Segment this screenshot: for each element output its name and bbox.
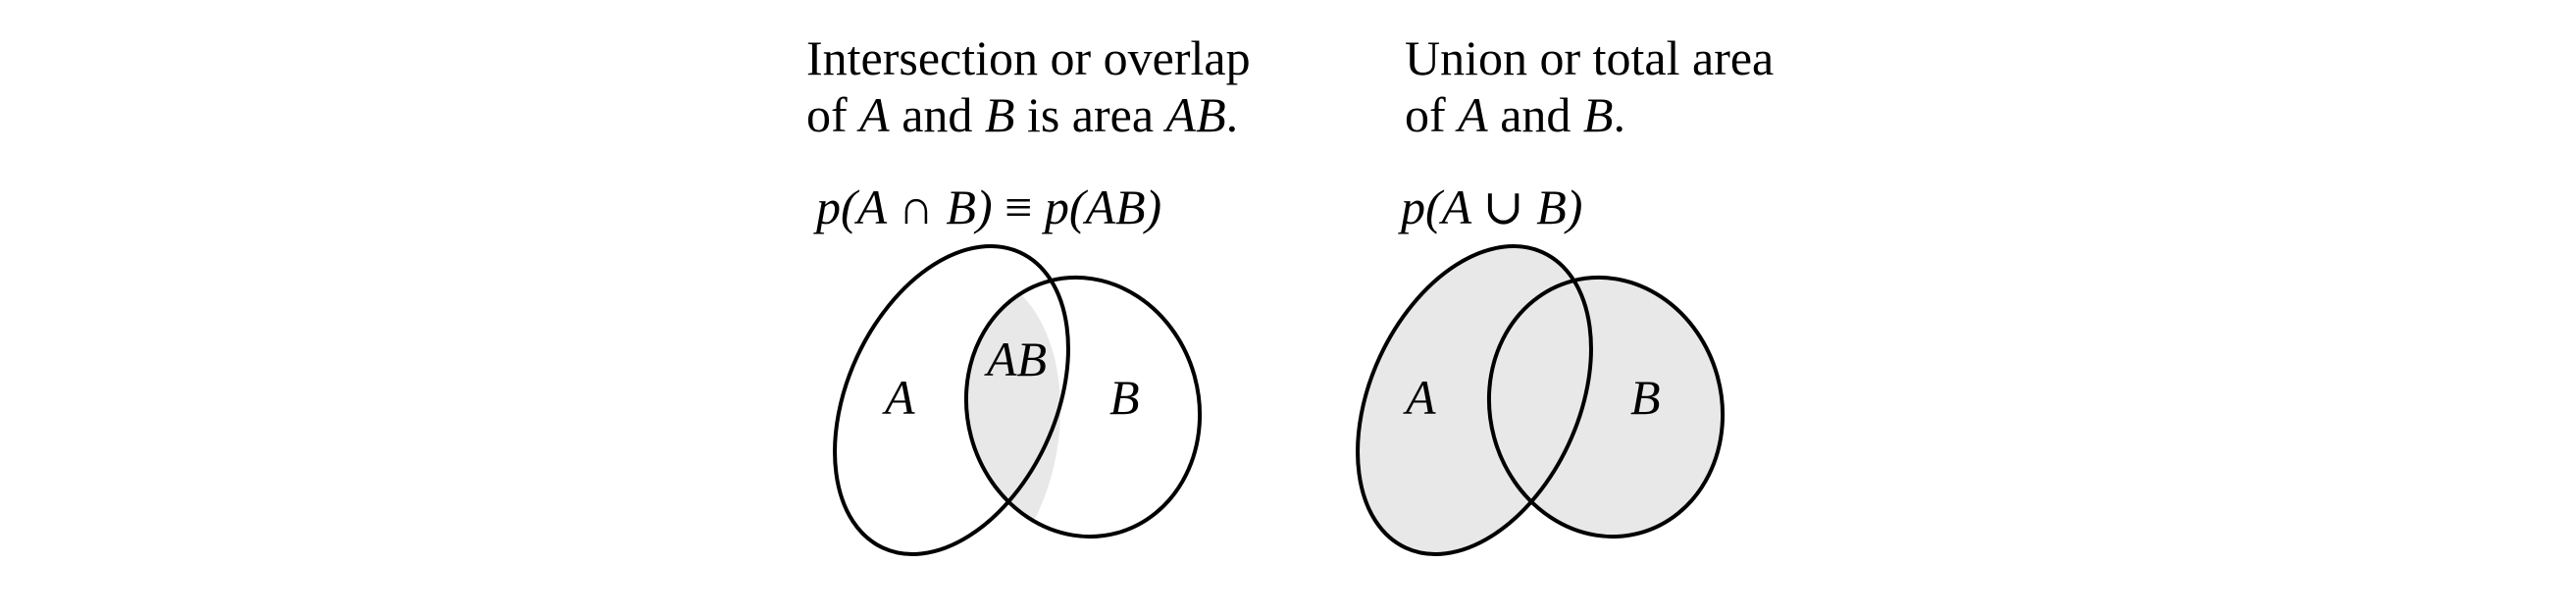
caption-set-ab: AB xyxy=(1165,87,1226,142)
caption-text: . xyxy=(1613,87,1625,142)
set-a-label: A xyxy=(1403,370,1436,425)
caption-set-a: A xyxy=(1458,87,1488,142)
intersection-caption-line2: of A and B is area AB. xyxy=(806,86,1238,143)
union-caption-line2: of A and B. xyxy=(1405,86,1625,143)
formula-part: p(A xyxy=(1401,179,1483,234)
set-b-label: B xyxy=(1630,370,1661,425)
set-b-label: B xyxy=(1109,370,1140,425)
caption-set-b: B xyxy=(1582,87,1614,142)
caption-text: and xyxy=(889,87,985,142)
equivalence-symbol: ≡ xyxy=(992,179,1045,234)
intersection-formula: p(A ∩ B) ≡ p(AB) xyxy=(816,179,1161,235)
union-formula: p(A ∪ B) xyxy=(1401,179,1582,235)
union-shaded-b xyxy=(1488,277,1724,538)
formula-part: B) xyxy=(933,179,993,234)
formula-part: B) xyxy=(1523,179,1583,234)
set-a-label: A xyxy=(882,370,915,425)
union-caption-line1: Union or total area xyxy=(1405,30,1775,85)
set-a-ellipse xyxy=(833,244,1070,556)
caption-set-a: A xyxy=(859,87,890,142)
caption-text: is area xyxy=(1014,87,1166,142)
set-b-ellipse xyxy=(1486,275,1726,539)
set-ab-label: AB xyxy=(984,332,1047,386)
intersection-symbol: ∩ xyxy=(898,179,934,234)
caption-text: of xyxy=(806,87,860,142)
caption-set-b: B xyxy=(984,87,1015,142)
union-symbol: ∪ xyxy=(1482,179,1524,234)
set-a-ellipse xyxy=(1356,244,1593,556)
formula-part: p(A xyxy=(816,179,899,234)
set-b-ellipse xyxy=(963,275,1203,539)
caption-text: and xyxy=(1487,87,1583,142)
intersection-caption-line1: Intersection or overlap xyxy=(806,30,1251,85)
formula-part: p(AB) xyxy=(1044,179,1162,234)
caption-text: . xyxy=(1225,87,1239,142)
caption-text: of xyxy=(1405,87,1459,142)
